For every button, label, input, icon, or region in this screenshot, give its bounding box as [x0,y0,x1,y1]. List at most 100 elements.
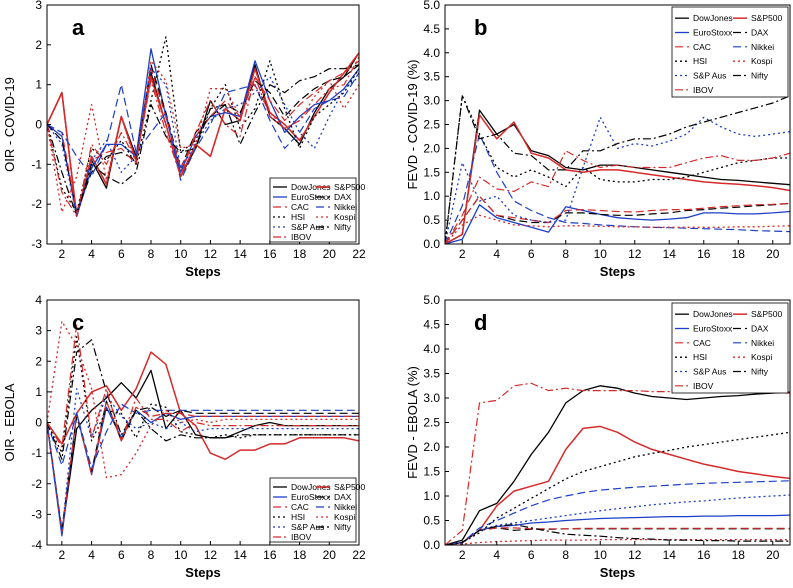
legend-label: IBOV [291,532,312,542]
series-line-s-p500 [47,351,359,461]
series-line-hsi [47,36,359,213]
x-tick-label: 8 [562,548,569,562]
x-tick-label: 4 [493,247,500,261]
x-tick-label: 6 [118,247,125,261]
x-tick-label: 10 [174,548,188,562]
legend-label: DAX [334,192,352,202]
x-tick-label: 14 [233,247,247,261]
x-tick-label: 18 [293,247,307,261]
x-tick-label: 8 [148,548,155,562]
series-line-eurostoxx [445,204,790,244]
legend-label: S&P Aus [291,222,324,232]
legend-label: EuroStoxx [291,492,331,502]
legend-box [269,477,357,543]
x-tick-label: 20 [766,247,780,261]
legend-box [671,302,789,394]
y-tick-label: 3.0 [423,391,440,405]
series-line-s-p500 [445,114,790,244]
x-tick-label: 14 [663,548,677,562]
legend-label: CAC [693,338,711,348]
legend-label: Kospi [751,56,772,66]
y-tick-label: -2 [31,197,42,211]
x-axis-label: Steps [600,264,635,279]
legend-label: CAC [693,42,711,52]
y-axis-label: FEVD - EBOLA (%) [405,366,420,479]
y-tick-label: -1 [31,157,42,171]
x-tick-label: 20 [323,247,337,261]
legend-label: Nikkei [334,202,357,212]
legend-label: EuroStoxx [693,324,733,334]
series-line-nifty [445,95,790,244]
legend-label: EuroStoxx [693,28,733,38]
series-group [47,36,359,217]
series-line-s-p500 [445,425,790,545]
legend-label: S&P500 [751,309,782,319]
x-tick-label: 6 [528,247,535,261]
x-tick-label: 12 [628,548,642,562]
legend-box [671,6,789,98]
legend-label: Kospi [334,512,355,522]
legend-label: Nifty [334,522,352,532]
panel-d: 2 4 6 8 10 12 14 16 18 20 0.0 0.5 1.0 1.5 2.0 2.5 3.0 3.5… [405,293,791,580]
y-tick-label: 3 [35,324,42,338]
series-line-ibov [47,56,359,217]
y-tick-label: 4.0 [423,46,440,60]
legend-label: HSI [693,56,707,66]
panel-letter: a [72,15,85,40]
y-tick-label: -3 [31,237,42,251]
y-tick-label: 2.0 [423,141,440,155]
y-tick-label: -3 [31,507,42,521]
series-line-nifty [445,523,790,545]
y-axis-label: OIR - EBOLA [2,383,17,461]
x-tick-label: 8 [562,247,569,261]
series-line-ibov [47,323,359,448]
y-tick-label: 3.0 [423,94,440,108]
y-tick-label: -4 [31,538,42,552]
legend-label: EuroStoxx [291,192,331,202]
y-axis-label: OIR - COVID-19 [2,77,17,172]
series-line-ibov [445,150,790,244]
legend-label: HSI [291,512,305,522]
x-tick-label: 10 [174,247,188,261]
series-line-kospi [47,320,359,479]
legend-label: DAX [751,28,769,38]
series-line-cac [47,400,359,534]
series-group [47,320,359,537]
legend-label: Nifty [334,222,352,232]
legend-label: CAC [291,202,309,212]
series-line-cac [445,527,790,545]
x-tick-label: 2 [459,247,466,261]
series-line-cac [47,60,359,213]
legend-label: S&P500 [334,182,365,192]
y-tick-label: 5.0 [423,293,440,307]
y-tick-label: 4.0 [423,342,440,356]
x-tick-label: 22 [352,548,366,562]
legend-label: S&P500 [334,482,365,492]
series-line-s-p-aus [47,388,359,534]
x-tick-label: 4 [88,247,95,261]
panel-c: 2 4 6 8 10 12 14 16 18 20 22-4-3-2-101234StepsOIR … [2,293,366,580]
y-tick-label: 3.5 [423,70,440,84]
x-tick-label: 2 [459,548,466,562]
x-tick-label: 16 [697,548,711,562]
x-tick-label: 16 [697,247,711,261]
x-tick-label: 12 [628,247,642,261]
x-tick-label: 20 [766,548,780,562]
series-line-dowjones [445,109,790,244]
legend-label: Nikkei [334,502,357,512]
series-group [445,95,790,244]
y-tick-label: 4.5 [423,22,440,36]
x-tick-label: 2 [59,548,66,562]
legend-label: DowJones [291,482,331,492]
y-tick-label: 2 [35,354,42,368]
legend-label: S&P Aus [693,71,726,81]
x-tick-label: 12 [204,247,218,261]
legend-label: Kospi [334,212,355,222]
series-line-nifty [47,339,359,460]
y-tick-label: 5.0 [423,0,440,12]
legend-label: S&P Aus [291,522,324,532]
y-tick-label: 4.5 [423,318,440,332]
x-axis-label: Steps [185,264,220,279]
y-tick-label: 2.0 [423,440,440,454]
